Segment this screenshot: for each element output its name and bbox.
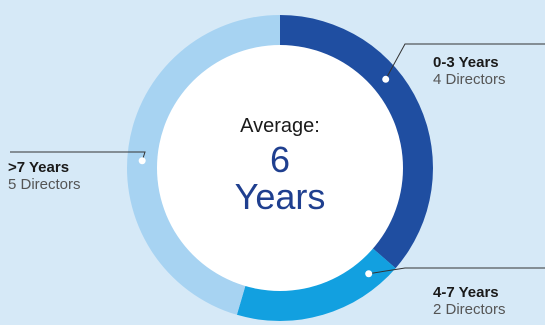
category-label: 4-7 Years <box>433 284 499 301</box>
count-label: 5 Directors <box>8 176 81 194</box>
category-label: >7 Years <box>8 159 70 176</box>
count-label: 4 Directors <box>433 71 506 89</box>
average-unit: Years <box>234 176 326 217</box>
leader-dot-1 <box>382 75 390 83</box>
leader-dot-3 <box>138 157 146 165</box>
leader-line-2 <box>368 267 545 275</box>
label-over-7-years: >7 Years 5 Directors <box>8 159 81 194</box>
average-value: 6 <box>269 139 291 180</box>
count-label: 2 Directors <box>433 301 506 319</box>
donut-center <box>157 45 403 291</box>
average-summary: Average: 6 Years <box>205 115 355 216</box>
leader-line-1 <box>385 43 545 80</box>
label-4-7-years: 4-7 Years 2 Directors <box>433 284 506 319</box>
leader-dot-2 <box>365 270 373 278</box>
category-label: 0-3 Years <box>433 54 499 71</box>
average-label: Average: <box>240 115 320 137</box>
label-0-3-years: 0-3 Years 4 Directors <box>433 54 506 89</box>
